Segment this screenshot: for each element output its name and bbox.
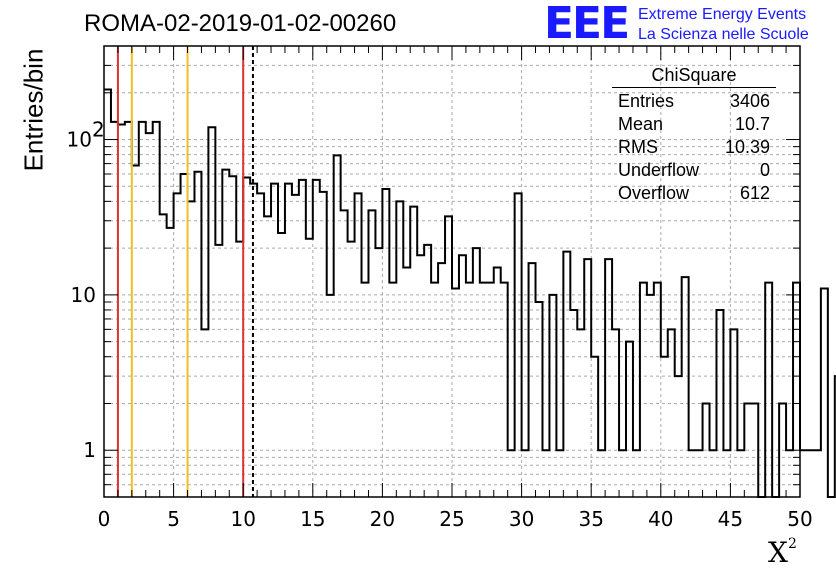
stats-value: 10.39 [724,137,770,157]
reference-lines [116,46,254,497]
y-tick-label-sup: 2 [92,118,105,142]
x-tick-label: 10 [230,507,255,531]
x-tick-label: 35 [578,507,603,531]
stats-value: 10.7 [734,114,770,134]
stats-label: RMS [618,137,658,157]
stats-row-entries: Entries 3406 [612,90,776,113]
x-tick-label: 0 [98,507,111,531]
x-axis-label: X2 [768,536,797,569]
stats-label: Overflow [618,183,690,203]
logo-line-1: Extreme Energy Events [638,6,807,23]
chart-title: ROMA-02-2019-01-02-00260 [84,10,397,37]
x-tick-label: 45 [718,507,743,531]
x-tick-label: 25 [439,507,464,531]
stats-label: Entries [618,91,675,111]
stats-row-rms: RMS 10.39 [612,136,776,159]
stats-row-overflow: Overflow 612 [612,182,776,205]
x-tick-label: 30 [509,507,534,531]
logo-line-2: La Scienza nelle Scuole [638,26,809,43]
stats-row-mean: Mean 10.7 [612,113,776,136]
x-tick-label: 50 [787,507,812,531]
y-tick-label: 10 [67,128,92,152]
y-tick-label: 10 [71,283,96,307]
stats-row-underflow: Underflow 0 [612,159,776,182]
stats-title: ChiSquare [612,64,776,88]
histogram [104,88,836,498]
eee-logo: EEE [544,0,630,49]
y-tick-label: 1 [83,438,96,462]
stats-value: 0 [759,160,770,180]
stats-box: ChiSquare Entries 3406 Mean 10.7 RMS 10.39 … [612,64,776,205]
x-tick-label: 40 [648,507,673,531]
x-axis-label-sup: 2 [787,536,797,552]
histogram-line [104,88,836,498]
stats-label: Mean [618,114,664,134]
x-tick-label: 20 [370,507,395,531]
x-axis-label-text: X [768,536,788,569]
stats-value: 612 [739,183,770,203]
x-tick-label: 15 [300,507,325,531]
stats-value: 3406 [729,91,770,111]
stats-label: Underflow [618,160,700,180]
x-tick-label: 5 [167,507,180,531]
y-axis-label: Entries/bin [18,48,49,172]
